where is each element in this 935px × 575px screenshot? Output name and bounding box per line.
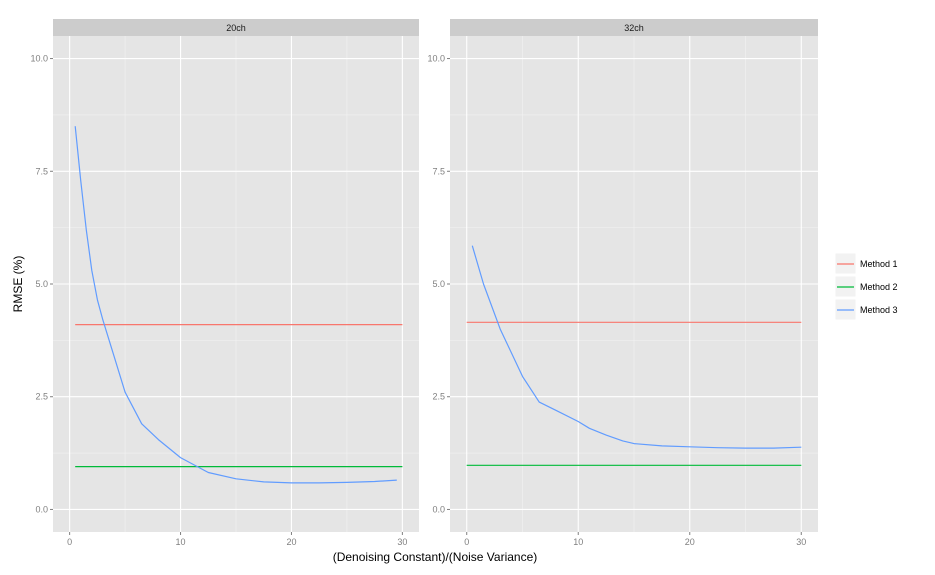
x-tick-label: 30 xyxy=(796,537,806,547)
x-tick-label: 0 xyxy=(464,537,469,547)
series-line-method-3 xyxy=(471,245,802,449)
facet-strip-label: 32ch xyxy=(624,23,644,33)
y-axis-title: RMSE (%) xyxy=(11,256,25,313)
y-tick-label: 0.0 xyxy=(35,504,48,514)
series-line-method-3 xyxy=(74,126,397,484)
x-tick-label: 10 xyxy=(176,537,186,547)
facet-panels: 20ch 0 10 20 30 0.0 2.5 5.0 7.5 10.0 32ch 0 10 20 30 0.… xyxy=(30,19,818,547)
x-tick-label: 20 xyxy=(286,537,296,547)
facet-panel-32ch: 32ch 0 10 20 30 0.0 2.5 5.0 7.5 10.0 xyxy=(427,19,818,547)
facet-strip-label: 20ch xyxy=(226,23,246,33)
legend-label-method-1: Method 1 xyxy=(860,259,898,269)
facet-strip xyxy=(53,19,419,36)
y-tick-label: 10.0 xyxy=(427,54,445,64)
y-tick-label: 5.0 xyxy=(35,279,48,289)
x-tick-label: 30 xyxy=(397,537,407,547)
x-tick-label: 0 xyxy=(67,537,72,547)
legend-label-method-2: Method 2 xyxy=(860,282,898,292)
x-axis-title: (Denoising Constant)/(Noise Variance) xyxy=(333,550,538,564)
y-tick-label: 2.5 xyxy=(432,392,445,402)
y-tick-label: 7.5 xyxy=(432,166,445,176)
legend: Method 1 Method 2 Method 3 xyxy=(834,252,898,321)
y-tick-label: 2.5 xyxy=(35,392,48,402)
facet-strip xyxy=(450,19,818,36)
y-tick-label: 0.0 xyxy=(432,504,445,514)
facet-panel-20ch: 20ch 0 10 20 30 0.0 2.5 5.0 7.5 10.0 xyxy=(30,19,419,547)
y-tick-label: 7.5 xyxy=(35,166,48,176)
y-tick-label: 10.0 xyxy=(30,54,48,64)
x-tick-label: 10 xyxy=(573,537,583,547)
x-tick-label: 20 xyxy=(685,537,695,547)
legend-label-method-3: Method 3 xyxy=(860,305,898,315)
y-tick-label: 5.0 xyxy=(432,279,445,289)
